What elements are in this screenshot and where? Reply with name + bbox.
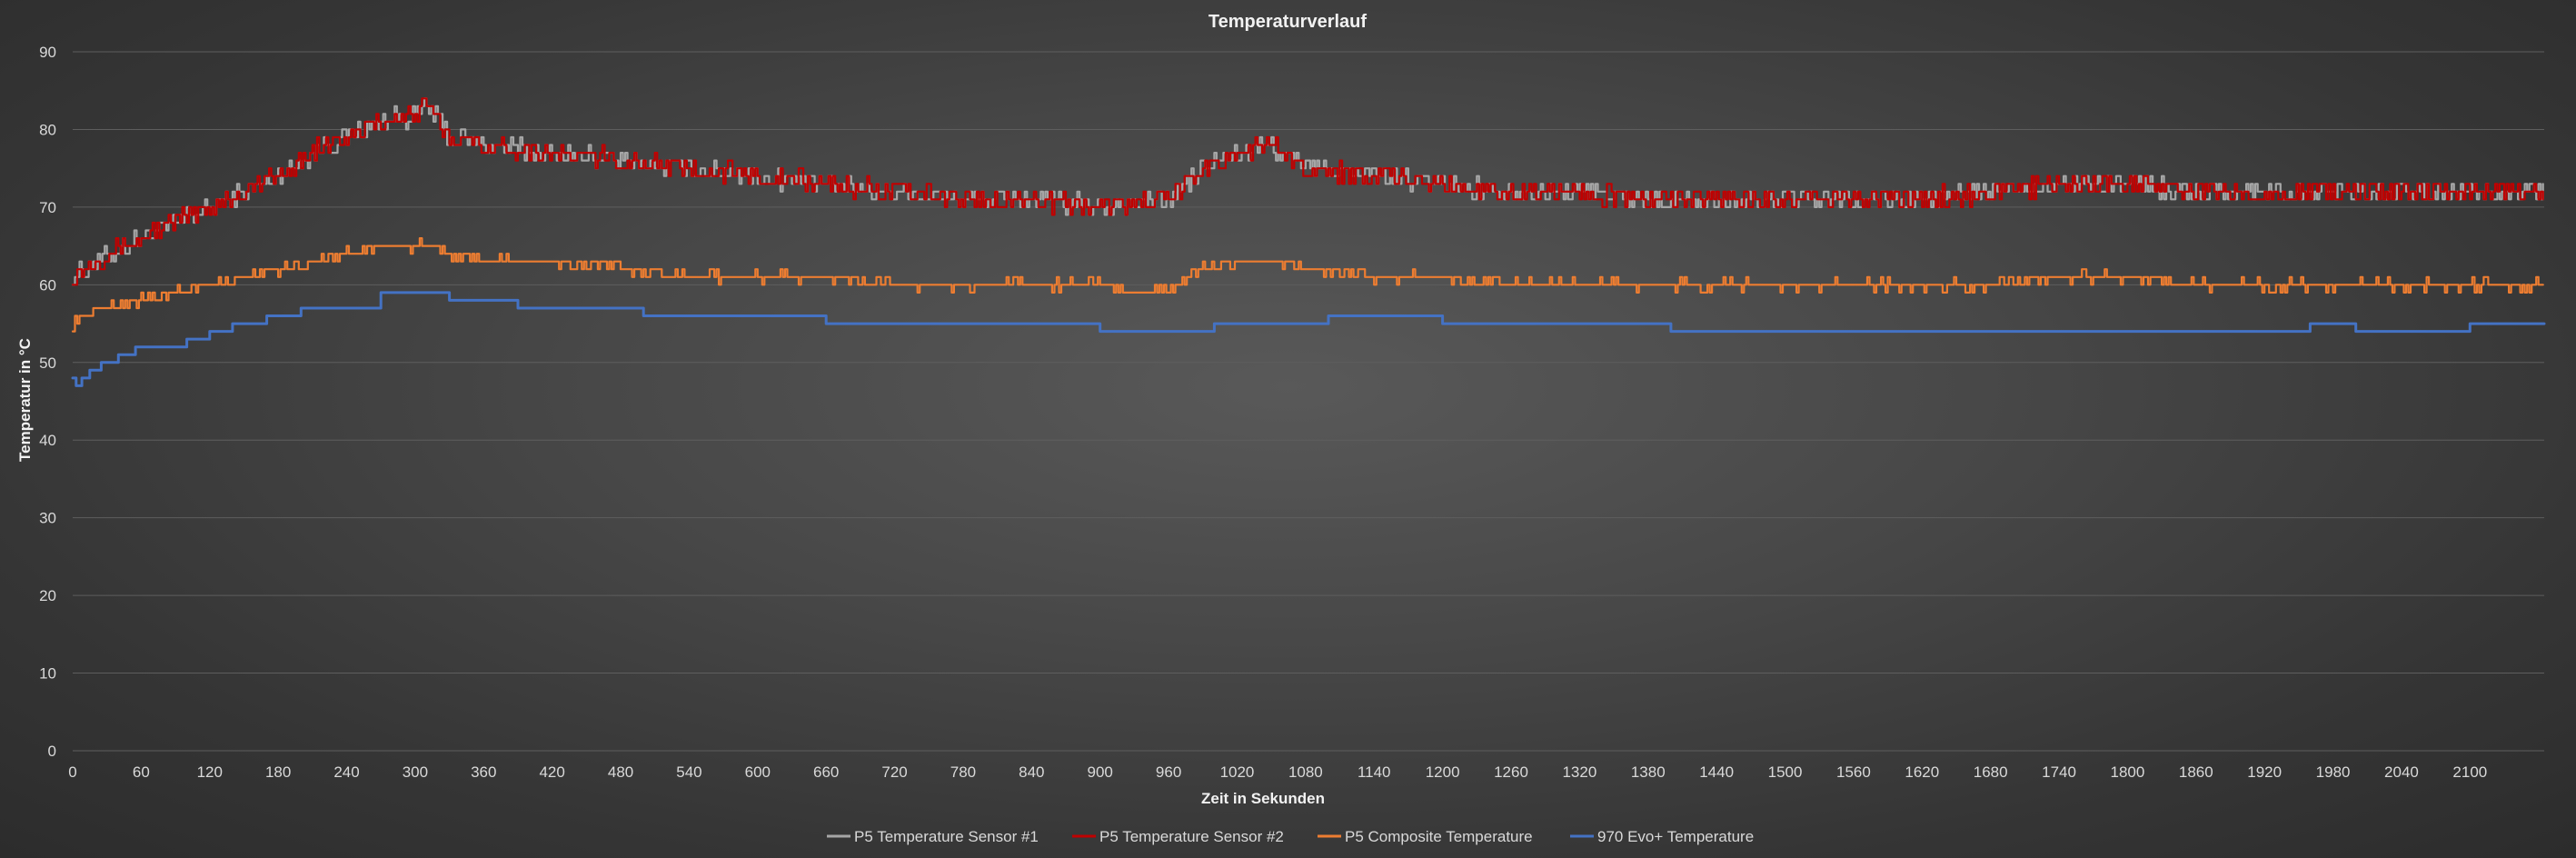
y-tick-label: 0 [48,743,56,760]
legend-item: P5 Temperature Sensor #1 [827,828,1039,845]
legend-item: P5 Temperature Sensor #2 [1072,828,1284,845]
series-line [71,97,2544,286]
x-tick-label: 360 [471,763,496,781]
y-axis-ticks: 0 10 20 30 40 50 60 70 80 90 [39,44,56,760]
legend-item: 970 Evo+ Temperature [1570,828,1754,845]
series-line [71,97,2544,286]
x-tick-label: 1920 [2247,763,2282,781]
x-tick-label: 660 [813,763,839,781]
x-tick-label: 2040 [2384,763,2419,781]
x-tick-label: 60 [133,763,150,781]
y-axis-label: Temperatur in °C [16,338,34,462]
y-tick-label: 70 [39,199,56,216]
x-tick-label: 1440 [1699,763,1734,781]
series-lines [71,97,2546,387]
x-tick-label: 1200 [1426,763,1460,781]
x-tick-label: 1320 [1562,763,1596,781]
legend-item: P5 Composite Temperature [1318,828,1533,845]
x-tick-label: 1980 [2316,763,2351,781]
legend-label: P5 Temperature Sensor #1 [854,828,1039,845]
x-tick-label: 780 [950,763,976,781]
y-tick-label: 40 [39,432,56,449]
x-tick-label: 420 [539,763,564,781]
y-tick-label: 30 [39,510,56,527]
x-tick-label: 1800 [2111,763,2145,781]
y-tick-label: 80 [39,121,56,138]
x-tick-label: 1620 [1905,763,1939,781]
x-tick-label: 1020 [1220,763,1255,781]
x-tick-label: 180 [265,763,291,781]
x-tick-label: 120 [197,763,223,781]
x-axis-label: Zeit in Sekunden [1201,790,1325,807]
legend-label: 970 Evo+ Temperature [1597,828,1754,845]
x-tick-label: 1680 [1974,763,2008,781]
x-tick-label: 840 [1019,763,1044,781]
x-tick-label: 1740 [2042,763,2076,781]
x-tick-label: 1080 [1288,763,1323,781]
x-tick-label: 540 [676,763,701,781]
x-tick-label: 2100 [2452,763,2487,781]
x-tick-label: 1260 [1494,763,1528,781]
legend-label: P5 Composite Temperature [1345,828,1533,845]
x-tick-label: 720 [881,763,907,781]
legend: P5 Temperature Sensor #1 P5 Temperature S… [827,828,1754,845]
x-tick-label: 1380 [1631,763,1666,781]
y-tick-label: 20 [39,587,56,604]
x-tick-label: 960 [1156,763,1181,781]
legend-label: P5 Temperature Sensor #2 [1099,828,1284,845]
x-tick-label: 240 [333,763,359,781]
y-tick-label: 50 [39,354,56,372]
x-tick-label: 1140 [1358,763,1391,781]
x-tick-label: 900 [1088,763,1113,781]
series-line [71,237,2544,333]
series-line [71,291,2546,387]
x-axis-ticks: 0 60 120 180 240 300 360 420 480 540 600 660 720 780 8… [68,763,2487,781]
y-tick-label: 10 [39,665,56,683]
x-tick-label: 1500 [1768,763,1803,781]
x-tick-label: 480 [608,763,633,781]
x-tick-label: 300 [403,763,428,781]
y-tick-label: 60 [39,276,56,294]
gridlines [73,51,2544,752]
x-tick-label: 1860 [2179,763,2213,781]
x-tick-label: 0 [68,763,76,781]
y-tick-label: 90 [39,44,56,61]
x-tick-label: 600 [745,763,771,781]
x-tick-label: 1560 [1836,763,1871,781]
chart-title: Temperaturverlauf [1208,12,1367,32]
